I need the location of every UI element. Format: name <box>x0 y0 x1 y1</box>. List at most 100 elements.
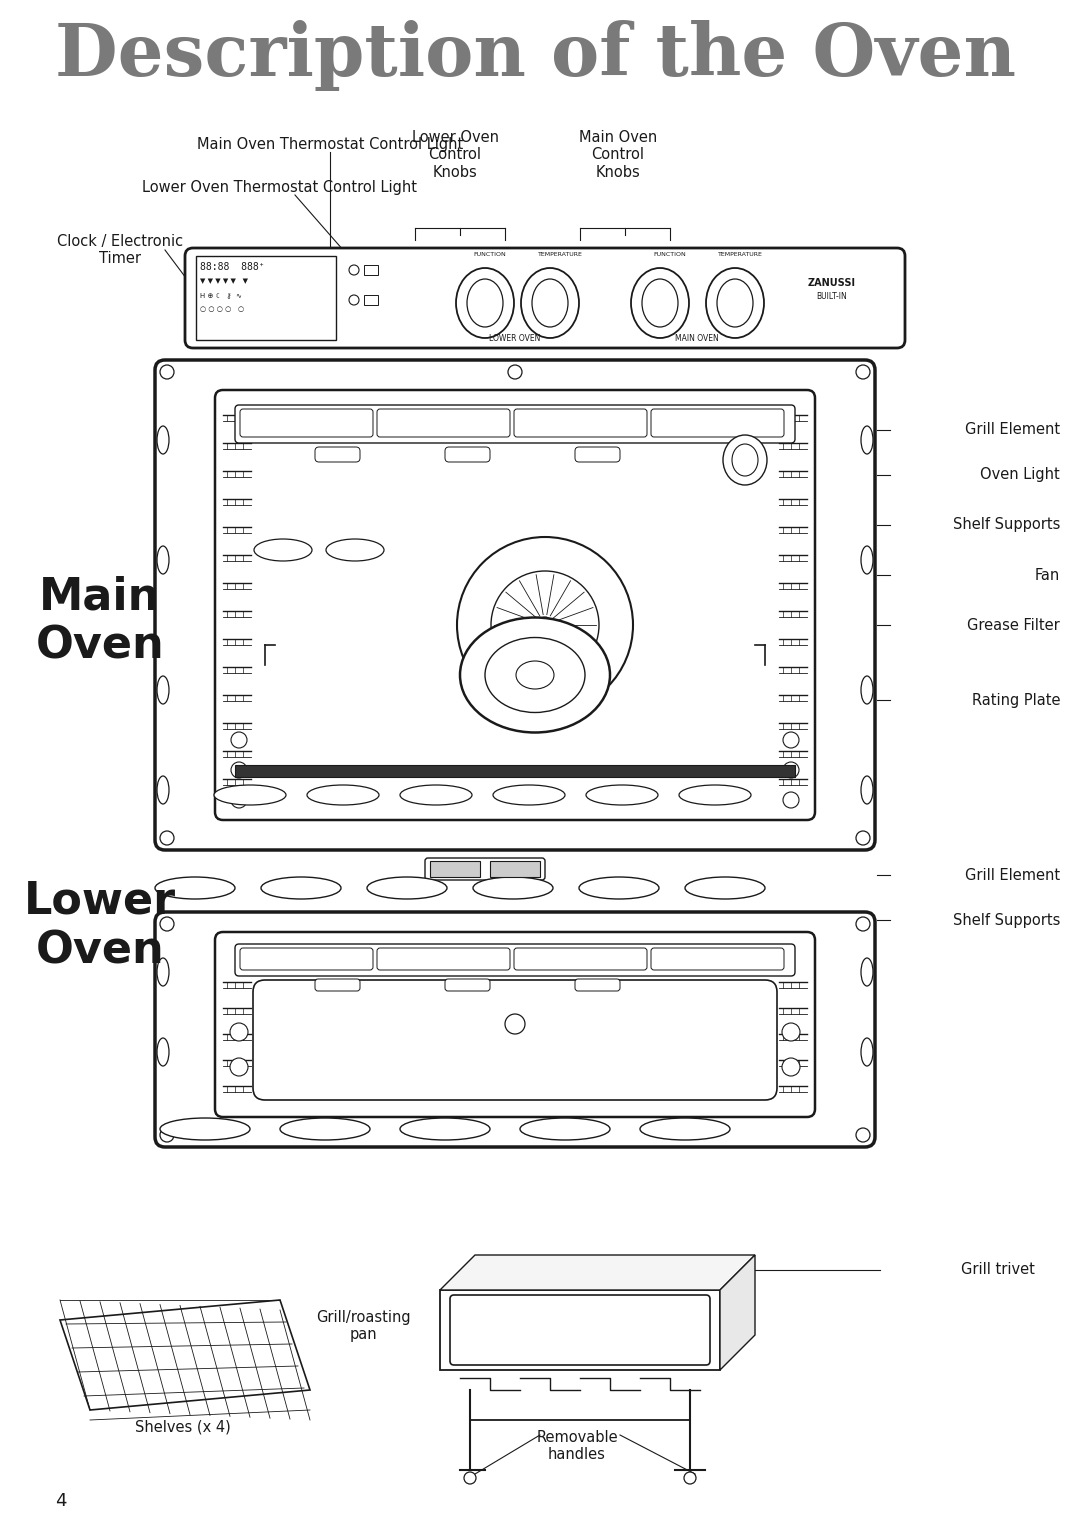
Ellipse shape <box>280 1118 370 1140</box>
Ellipse shape <box>157 675 168 704</box>
Circle shape <box>349 264 359 275</box>
Bar <box>364 264 378 275</box>
FancyBboxPatch shape <box>514 410 647 437</box>
FancyBboxPatch shape <box>514 947 647 970</box>
Text: Lower Oven Thermostat Control Light: Lower Oven Thermostat Control Light <box>143 180 418 196</box>
Ellipse shape <box>485 637 585 712</box>
FancyBboxPatch shape <box>575 448 620 461</box>
Circle shape <box>783 762 799 778</box>
Circle shape <box>684 1471 696 1484</box>
Circle shape <box>231 732 247 749</box>
Text: Removable
handles: Removable handles <box>536 1430 618 1462</box>
Ellipse shape <box>157 545 168 575</box>
Bar <box>440 1290 720 1371</box>
Circle shape <box>856 917 870 931</box>
Ellipse shape <box>521 267 579 338</box>
Text: Grease Filter: Grease Filter <box>968 617 1059 633</box>
Bar <box>195 257 336 341</box>
Text: Shelf Supports: Shelf Supports <box>953 912 1059 927</box>
FancyBboxPatch shape <box>215 932 815 1117</box>
Bar <box>490 860 540 877</box>
Ellipse shape <box>160 1118 249 1140</box>
Text: Description of the Oven: Description of the Oven <box>55 20 1016 92</box>
Ellipse shape <box>326 539 384 561</box>
Text: TEMPERATURE: TEMPERATURE <box>717 252 762 257</box>
Text: TEMPERATURE: TEMPERATURE <box>538 252 582 257</box>
Text: Grill/roasting
pan: Grill/roasting pan <box>315 1309 410 1343</box>
Ellipse shape <box>861 545 873 575</box>
Text: Shelf Supports: Shelf Supports <box>953 518 1059 532</box>
FancyBboxPatch shape <box>240 410 373 437</box>
Ellipse shape <box>861 776 873 804</box>
Circle shape <box>231 762 247 778</box>
Ellipse shape <box>400 1118 490 1140</box>
Text: ZANUSSI: ZANUSSI <box>808 278 856 287</box>
Ellipse shape <box>579 877 659 898</box>
FancyBboxPatch shape <box>426 859 545 880</box>
Ellipse shape <box>706 267 764 338</box>
Ellipse shape <box>732 445 758 477</box>
Circle shape <box>537 617 553 633</box>
Circle shape <box>783 792 799 808</box>
Circle shape <box>783 732 799 749</box>
Circle shape <box>782 1024 800 1041</box>
Circle shape <box>230 1057 248 1076</box>
Circle shape <box>856 831 870 845</box>
Text: BUILT-IN: BUILT-IN <box>816 292 848 301</box>
FancyBboxPatch shape <box>445 979 490 992</box>
Circle shape <box>160 1128 174 1141</box>
Circle shape <box>160 831 174 845</box>
Text: Grill trivet: Grill trivet <box>961 1262 1035 1277</box>
Text: MAIN OVEN: MAIN OVEN <box>675 335 719 342</box>
Ellipse shape <box>400 785 472 805</box>
Text: FUNCTION: FUNCTION <box>653 252 687 257</box>
FancyBboxPatch shape <box>377 947 510 970</box>
Circle shape <box>464 1471 476 1484</box>
Ellipse shape <box>254 539 312 561</box>
Polygon shape <box>440 1254 755 1290</box>
FancyBboxPatch shape <box>651 947 784 970</box>
FancyBboxPatch shape <box>215 390 815 821</box>
Text: 88:88  888⁺: 88:88 888⁺ <box>200 261 265 272</box>
Circle shape <box>856 365 870 379</box>
Circle shape <box>230 1024 248 1041</box>
FancyBboxPatch shape <box>315 448 360 461</box>
Text: Lower Oven
Control
Knobs: Lower Oven Control Knobs <box>411 130 499 180</box>
Circle shape <box>505 1015 525 1034</box>
Ellipse shape <box>679 785 751 805</box>
Ellipse shape <box>473 877 553 898</box>
FancyBboxPatch shape <box>235 405 795 443</box>
Circle shape <box>160 917 174 931</box>
Text: ▼ ▼ ▼ ▼ ▼   ▼: ▼ ▼ ▼ ▼ ▼ ▼ <box>200 278 248 284</box>
Text: LOWER OVEN: LOWER OVEN <box>489 335 541 342</box>
Text: 4: 4 <box>55 1491 67 1510</box>
FancyBboxPatch shape <box>235 944 795 976</box>
Ellipse shape <box>861 426 873 454</box>
Circle shape <box>782 1057 800 1076</box>
Ellipse shape <box>214 785 286 805</box>
Ellipse shape <box>367 877 447 898</box>
Circle shape <box>856 1128 870 1141</box>
Ellipse shape <box>685 877 765 898</box>
Text: Main Oven
Control
Knobs: Main Oven Control Knobs <box>579 130 657 180</box>
FancyBboxPatch shape <box>377 410 510 437</box>
Ellipse shape <box>723 435 767 484</box>
Text: Shelves (x 4): Shelves (x 4) <box>135 1420 231 1435</box>
Text: Lower
Oven: Lower Oven <box>24 880 176 973</box>
FancyBboxPatch shape <box>575 979 620 992</box>
Text: Main Oven Thermostat Control Light: Main Oven Thermostat Control Light <box>197 138 463 151</box>
Text: ○ ○ ○ ○   ○: ○ ○ ○ ○ ○ <box>200 306 244 312</box>
FancyBboxPatch shape <box>156 361 875 850</box>
Ellipse shape <box>516 662 554 689</box>
Text: Grill Element: Grill Element <box>964 423 1059 437</box>
FancyBboxPatch shape <box>651 410 784 437</box>
FancyBboxPatch shape <box>240 947 373 970</box>
Ellipse shape <box>532 280 568 327</box>
Ellipse shape <box>492 785 565 805</box>
FancyBboxPatch shape <box>185 248 905 348</box>
Circle shape <box>231 792 247 808</box>
FancyBboxPatch shape <box>315 979 360 992</box>
Ellipse shape <box>586 785 658 805</box>
Polygon shape <box>720 1254 755 1371</box>
Ellipse shape <box>861 1038 873 1067</box>
